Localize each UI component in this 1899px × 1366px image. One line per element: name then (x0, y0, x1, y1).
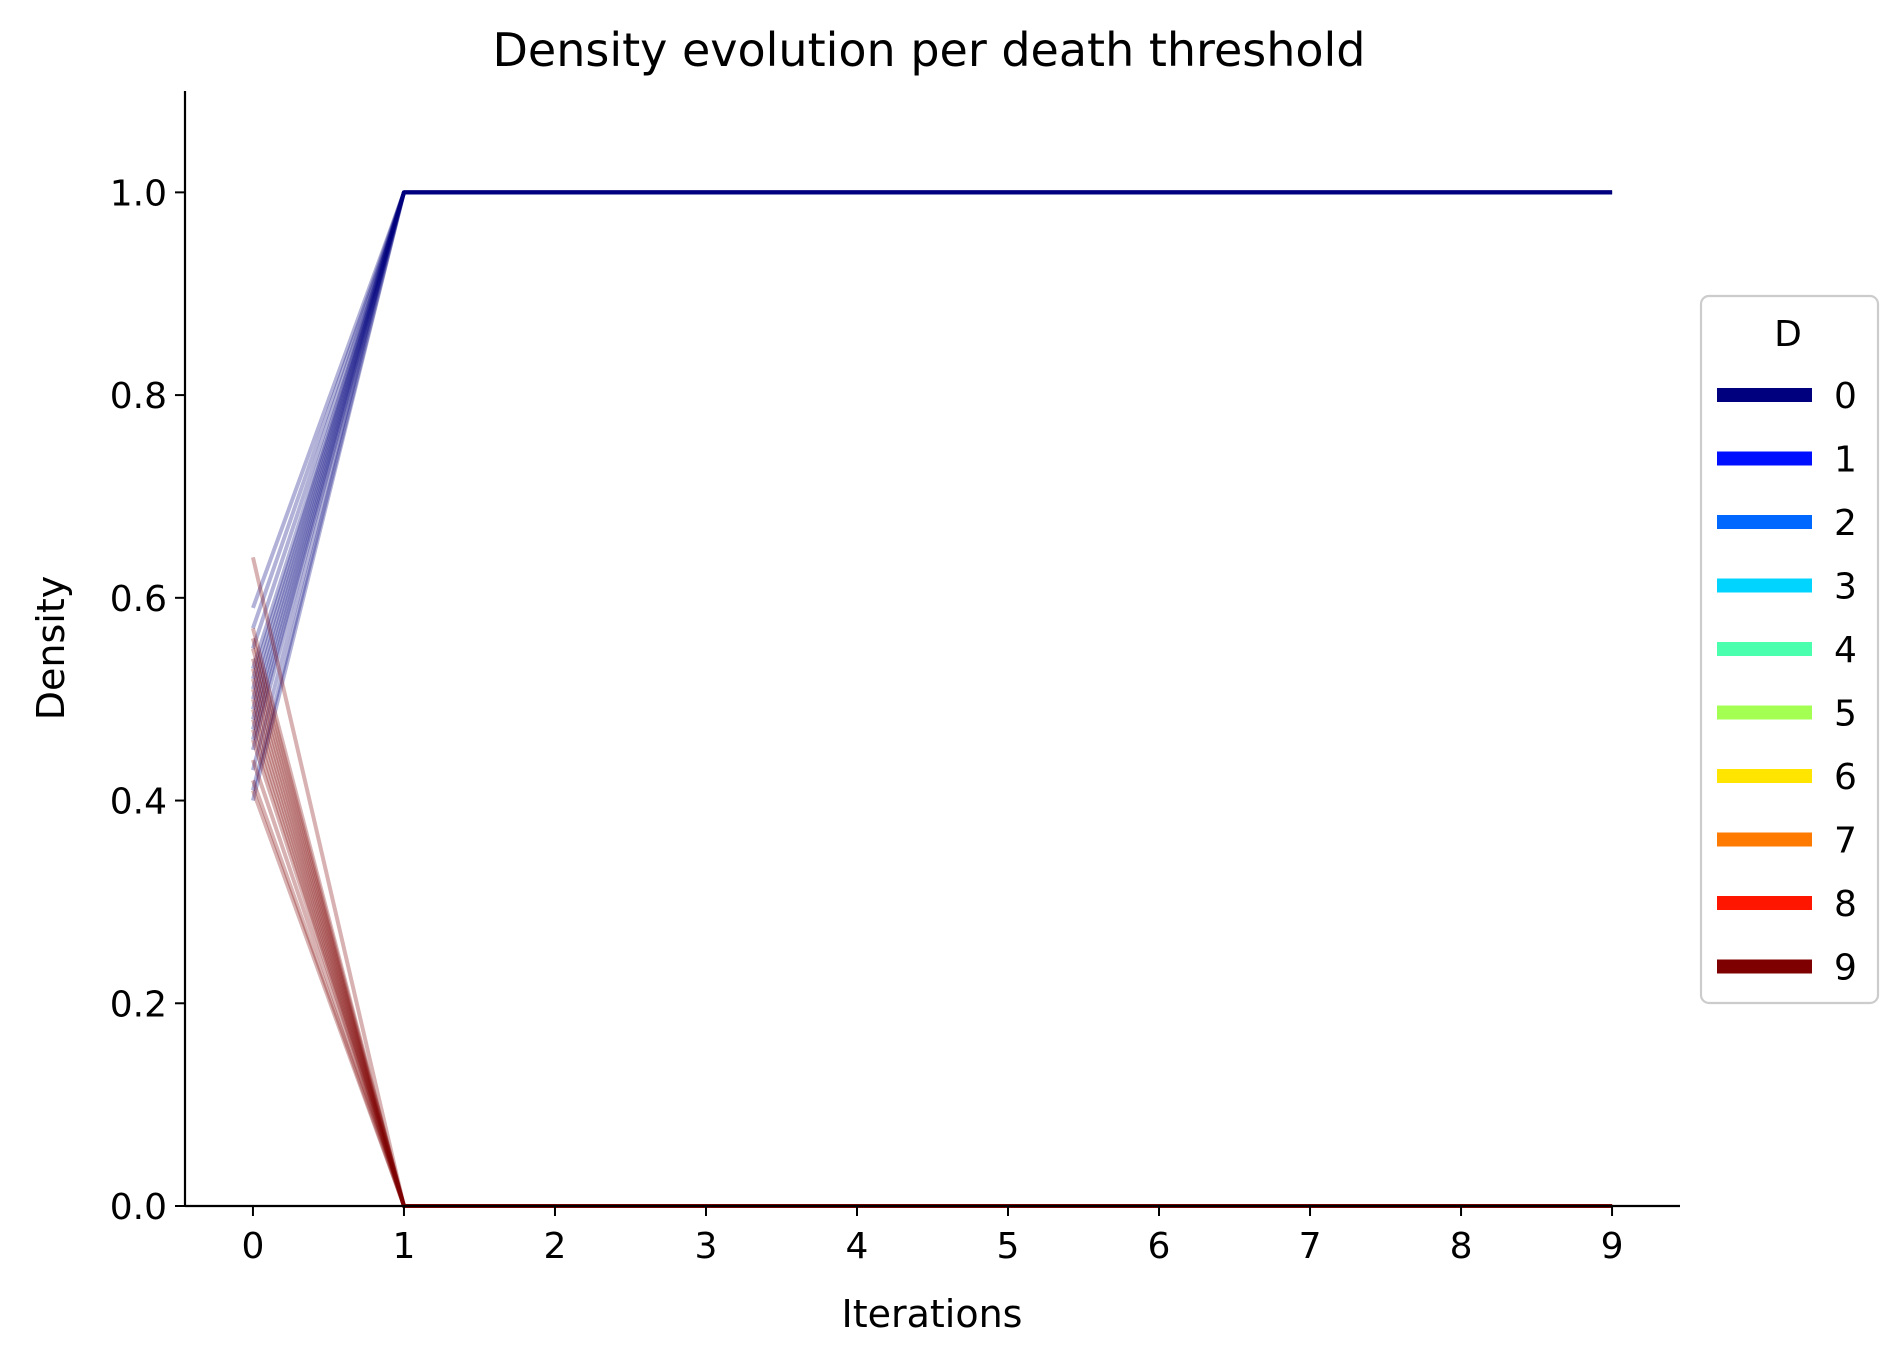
y-axis-label: Density (29, 576, 73, 720)
y-ticks: 0.0 0.2 0.4 0.6 0.8 1.0 (110, 173, 185, 1228)
legend-label-7: 7 (1834, 821, 1857, 862)
x-axis-label: Iterations (842, 1292, 1023, 1336)
x-tick-label: 6 (1148, 1226, 1171, 1267)
x-ticks: 0 1 2 3 4 5 6 7 8 9 (242, 1206, 1624, 1267)
y-tick-label: 0.2 (110, 984, 167, 1025)
series-line-d0-0 (251, 190, 1613, 609)
series-line-d0-12 (251, 190, 1613, 771)
series-line-d0-1 (251, 190, 1613, 629)
x-tick-label: 8 (1450, 1226, 1473, 1267)
series-line-d0-7 (251, 190, 1613, 710)
x-tick-label: 7 (1299, 1226, 1322, 1267)
x-tick-label: 5 (997, 1226, 1020, 1267)
y-tick-label: 0.0 (110, 1187, 167, 1228)
legend-label-8: 8 (1834, 884, 1857, 925)
legend: D 0 1 2 3 4 5 6 7 8 9 (1699, 294, 1880, 1005)
legend-label-4: 4 (1834, 630, 1857, 671)
series-line-d0-4 (251, 190, 1613, 680)
x-tick-label: 0 (242, 1226, 265, 1267)
legend-label-3: 3 (1834, 567, 1857, 608)
legend-label-2: 2 (1834, 503, 1857, 544)
series-line-d0-3 (251, 190, 1613, 670)
chart-title: Density evolution per death threshold (492, 23, 1365, 77)
legend-label-0: 0 (1834, 376, 1857, 417)
x-tick-label: 3 (695, 1226, 718, 1267)
legend-label-1: 1 (1834, 440, 1857, 481)
series-line-d0-11 (251, 190, 1613, 751)
x-tick-label: 9 (1601, 1226, 1624, 1267)
series-line-d0-2 (251, 190, 1613, 650)
x-tick-label: 2 (544, 1226, 567, 1267)
y-tick-label: 0.8 (110, 376, 167, 417)
legend-label-9: 9 (1834, 948, 1857, 989)
series-line-d0-8 (251, 190, 1613, 721)
axes-layer (183, 91, 1680, 1208)
legend-label-5: 5 (1834, 694, 1857, 735)
x-tick-label: 1 (393, 1226, 416, 1267)
y-tick-label: 0.6 (110, 579, 167, 620)
y-tick-label: 0.4 (110, 782, 167, 823)
legend-title: D (1774, 314, 1802, 355)
series-line-d0-6 (251, 190, 1613, 700)
series-line-d0-10 (251, 190, 1613, 741)
x-tick-label: 4 (846, 1226, 869, 1267)
series-line-d0-9 (251, 190, 1613, 731)
series-line-d0-5 (251, 190, 1613, 690)
y-tick-label: 1.0 (110, 173, 167, 214)
series-line-d0-13 (251, 190, 1613, 791)
series-line-d0-14 (251, 190, 1613, 802)
legend-entries: 0 1 2 3 4 5 6 7 8 9 (1717, 376, 1857, 989)
legend-label-6: 6 (1834, 757, 1857, 798)
